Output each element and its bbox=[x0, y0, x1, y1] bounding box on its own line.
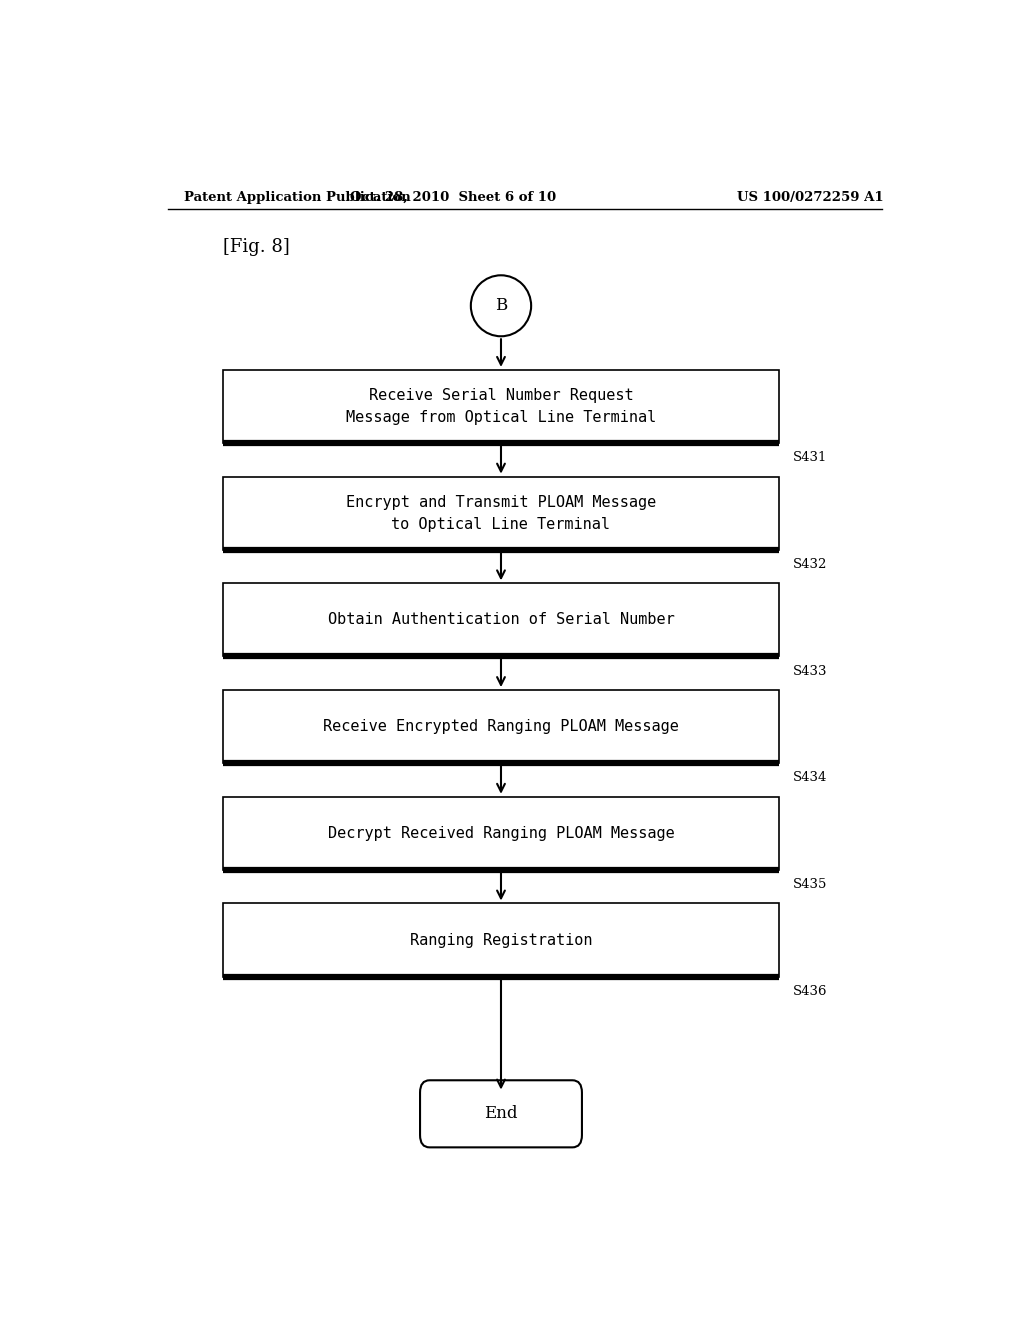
Text: End: End bbox=[484, 1105, 518, 1122]
FancyBboxPatch shape bbox=[420, 1080, 582, 1147]
FancyBboxPatch shape bbox=[223, 477, 778, 549]
FancyBboxPatch shape bbox=[223, 797, 778, 870]
Text: Decrypt Received Ranging PLOAM Message: Decrypt Received Ranging PLOAM Message bbox=[328, 826, 675, 841]
Text: Oct. 28, 2010  Sheet 6 of 10: Oct. 28, 2010 Sheet 6 of 10 bbox=[350, 190, 556, 203]
Text: Obtain Authentication of Serial Number: Obtain Authentication of Serial Number bbox=[328, 612, 675, 627]
Text: S431: S431 bbox=[793, 451, 827, 465]
Text: S433: S433 bbox=[793, 664, 827, 677]
Text: Encrypt and Transmit PLOAM Message
to Optical Line Terminal: Encrypt and Transmit PLOAM Message to Op… bbox=[346, 495, 656, 532]
FancyBboxPatch shape bbox=[223, 690, 778, 763]
Text: Receive Encrypted Ranging PLOAM Message: Receive Encrypted Ranging PLOAM Message bbox=[323, 719, 679, 734]
Text: S434: S434 bbox=[793, 771, 827, 784]
Text: US 100/0272259 A1: US 100/0272259 A1 bbox=[737, 190, 884, 203]
Text: Ranging Registration: Ranging Registration bbox=[410, 932, 592, 948]
Text: Receive Serial Number Request
Message from Optical Line Terminal: Receive Serial Number Request Message fr… bbox=[346, 388, 656, 425]
Text: S436: S436 bbox=[793, 985, 827, 998]
FancyBboxPatch shape bbox=[223, 583, 778, 656]
Text: S432: S432 bbox=[793, 558, 827, 570]
FancyBboxPatch shape bbox=[223, 903, 778, 977]
FancyBboxPatch shape bbox=[223, 370, 778, 444]
Text: S435: S435 bbox=[793, 878, 827, 891]
Text: [Fig. 8]: [Fig. 8] bbox=[223, 238, 290, 256]
Text: B: B bbox=[495, 297, 507, 314]
Text: Patent Application Publication: Patent Application Publication bbox=[183, 190, 411, 203]
